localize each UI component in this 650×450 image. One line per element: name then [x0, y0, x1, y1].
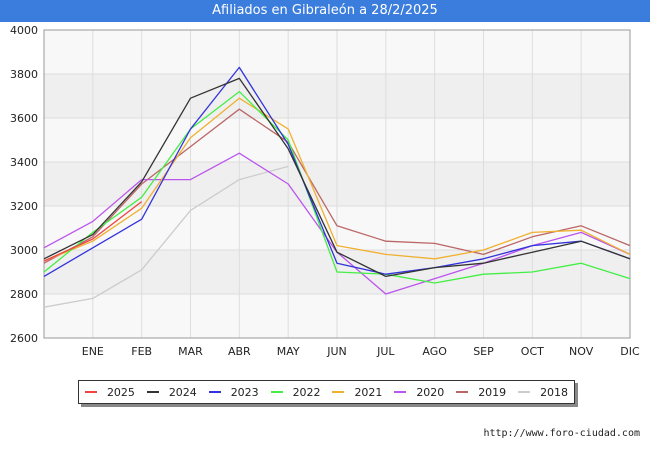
legend-label: 2019: [478, 385, 507, 399]
legend-swatch: [146, 391, 159, 393]
x-tick-label: DIC: [620, 345, 640, 358]
chart-legend: 2025 2024 2023 2022 2021 2020 2019 2018: [78, 380, 575, 404]
legend-label: 2023: [230, 385, 259, 399]
x-tick-label: JUN: [326, 345, 347, 358]
x-tick-label: MAY: [277, 345, 300, 358]
legend-label: 2022: [292, 385, 321, 399]
legend-swatch: [394, 391, 407, 393]
legend-item-2021: 2021: [332, 386, 382, 399]
plot-frame: [43, 29, 631, 339]
legend-item-2019: 2019: [456, 386, 506, 399]
series-line-2021: [43, 97, 631, 262]
legend-item-2023: 2023: [208, 385, 259, 399]
x-tick-label: MAR: [178, 345, 203, 358]
x-tick-label: OCT: [521, 345, 544, 358]
legend-swatch: [332, 391, 345, 393]
series-line-2018: [43, 165, 289, 308]
series-line-2019: [43, 108, 631, 264]
x-tick-label: SEP: [473, 345, 494, 358]
y-tick-label: 4000: [10, 24, 38, 37]
legend-swatch: [456, 391, 469, 393]
x-tick-label: AGO: [422, 345, 447, 358]
legend-item-2022: 2022: [270, 385, 321, 399]
y-tick-label: 3200: [10, 200, 38, 213]
title-bar: [0, 0, 650, 22]
legend-item-2024: 2024: [146, 385, 197, 399]
x-tick-label: NOV: [569, 345, 594, 358]
legend-item-2025: 2025: [84, 385, 135, 399]
y-tick-label: 3000: [10, 244, 38, 257]
y-tick-label: 3800: [10, 68, 38, 81]
legend-swatch: [84, 391, 97, 393]
y-tick-label: 2800: [10, 288, 38, 301]
series-line-2024: [43, 77, 631, 278]
legend-swatch: [518, 391, 531, 393]
series-line-2025: [43, 201, 143, 262]
series-line-2022: [43, 90, 631, 284]
source-url[interactable]: http://www.foro-ciudad.com: [483, 428, 640, 439]
legend-label: 2025: [106, 385, 135, 399]
chart-title: Afiliados en Gibraleón a 28/2/2025: [212, 3, 438, 18]
x-tick-label: FEB: [131, 345, 152, 358]
legend-swatch: [270, 391, 283, 393]
legend-label: 2024: [168, 385, 197, 399]
legend-item-2020: 2020: [394, 386, 444, 399]
x-tick-label: JUL: [376, 345, 395, 358]
legend-label: 2020: [416, 385, 445, 399]
y-tick-label: 3600: [10, 112, 38, 125]
y-tick-label: 2600: [10, 332, 38, 345]
x-tick-label: ENE: [82, 345, 104, 358]
legend-swatch: [208, 391, 221, 393]
y-tick-label: 3400: [10, 156, 38, 169]
series-line-2023: [43, 66, 631, 277]
legend-item-2018: 2018: [518, 386, 568, 399]
x-tick-label: ABR: [228, 345, 251, 358]
legend-label: 2018: [540, 385, 569, 399]
legend-label: 2021: [354, 385, 383, 399]
